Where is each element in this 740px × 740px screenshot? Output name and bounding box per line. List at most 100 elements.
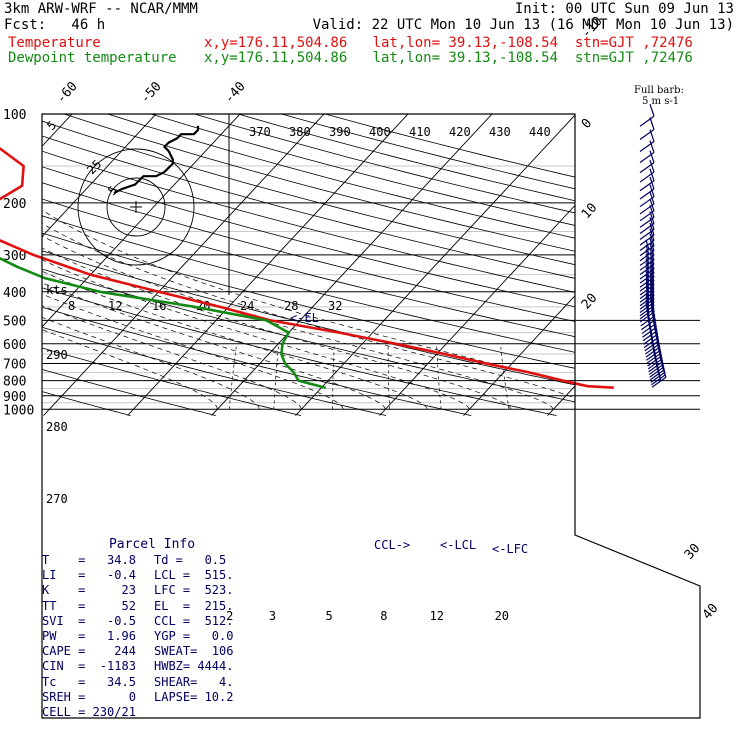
theta-label: 430	[489, 125, 511, 139]
valid-time: Valid: 22 UTC Mon 10 Jun 13 (16 MDT Mon …	[312, 17, 734, 33]
dry-adiabat-line	[42, 114, 740, 416]
isotherm-label: -40	[222, 79, 249, 106]
parcel-info-panel: Parcel Info T = 34.8 Td = 0.5 LI = -0.4 LC…	[42, 537, 242, 720]
isotherm-label: 0	[579, 116, 595, 132]
wind-barb	[644, 343, 660, 355]
wind-barb-flag	[649, 265, 655, 278]
isotherm-label: 10	[579, 200, 601, 222]
isotherm-line	[295, 114, 589, 416]
wind-barb-flag	[649, 140, 655, 153]
hodograph-trace	[113, 125, 200, 194]
wind-barb-flag	[649, 228, 655, 241]
isotherm-line	[379, 114, 673, 416]
wind-barb-flag	[645, 278, 650, 290]
wind-barb-flag	[645, 299, 650, 310]
barb-legend-units: 5 m s-1	[642, 96, 679, 107]
wind-barb-flag	[649, 256, 655, 270]
wind-barb-flag	[645, 274, 650, 286]
wind-barb	[640, 319, 656, 331]
mixing-ratio-label: 5	[325, 609, 332, 623]
wind-barb	[651, 374, 666, 386]
mixing-ratio-line	[500, 343, 510, 410]
parcel-info-row: K = 23 LFC = 523.	[42, 583, 234, 598]
wind-barb-flag	[645, 289, 650, 300]
moist-adiabat-line	[42, 202, 512, 410]
wind-barb	[639, 115, 655, 127]
theta-label: 290	[46, 348, 68, 362]
parcel-info-row: LI = -0.4 LCL = 515.	[42, 568, 234, 583]
isotherm-label: -60	[54, 79, 81, 106]
dewpoint-legend-info: x,y=176.11,504.86 lat,lon= 39.13,-108.54…	[204, 50, 693, 66]
parcel-level-marker: <-LFC	[492, 542, 528, 556]
mixing-ratio-line	[273, 343, 280, 410]
theta-label: 280	[46, 420, 68, 434]
parcel-info-row: SREH = 0 LAPSE= 10.2	[42, 689, 234, 704]
wind-barb	[639, 216, 655, 228]
pressure-tick-label: 900	[3, 390, 26, 405]
wind-barb	[649, 369, 665, 381]
parcel-info-row: PW = 1.96 YGP = 0.0	[42, 628, 234, 643]
wind-barb-flag	[649, 191, 655, 205]
init-time: Init: 00 UTC Sun 09 Jun 13	[514, 1, 734, 17]
isotherm-label: 30	[682, 541, 704, 563]
wind-barb-flag	[649, 222, 655, 236]
dry-adiabat-line	[42, 114, 387, 416]
dry-adiabat-line	[42, 114, 740, 416]
pressure-tick-label: 600	[3, 338, 26, 353]
wind-barb-flag	[645, 305, 650, 317]
dry-adiabat-line	[42, 114, 740, 416]
isotherm-line	[715, 114, 740, 416]
isotherm-line	[43, 114, 337, 416]
wind-barb-flag	[645, 282, 650, 293]
dry-adiabat-line	[281, 114, 740, 416]
hodograph-speed-label: 32	[328, 299, 342, 313]
dry-adiabat-line	[42, 114, 131, 416]
wind-barb-flag	[649, 198, 655, 212]
wind-barb-flag	[661, 365, 667, 378]
pressure-tick-label: 1000	[3, 403, 34, 418]
wind-barb-flag	[649, 296, 655, 310]
wind-barb-flag	[645, 254, 650, 265]
mixing-ratio-label: 3	[269, 609, 276, 623]
wind-barb	[647, 355, 662, 367]
isotherm-line	[42, 114, 169, 416]
wind-barb	[643, 333, 658, 345]
wind-barb-flag	[649, 217, 655, 230]
parcel-info-row: Tc = 34.5 SHEAR= 4.	[42, 674, 234, 689]
model-title: 3km ARW-WRF -- NCAR/MMM	[4, 1, 198, 17]
parcel-info-title: Parcel Info	[108, 537, 196, 552]
wind-barb-flag	[649, 238, 655, 251]
dry-adiabat-line	[42, 114, 740, 416]
temperature-profile-line	[0, 146, 614, 389]
wind-barb	[646, 349, 661, 361]
pressure-tick-label: 800	[3, 375, 26, 390]
wind-barb-flag	[649, 211, 655, 224]
theta-label: 370	[249, 125, 271, 139]
wind-barb-flag	[649, 150, 655, 163]
moist-adiabat-line	[42, 202, 596, 410]
wind-barb	[639, 129, 655, 140]
wind-barb-flag	[649, 184, 655, 197]
pressure-tick-label: 100	[3, 108, 26, 123]
wind-barb-flag	[649, 252, 655, 265]
theta-label: 390	[329, 125, 351, 139]
wind-barb-flag	[649, 104, 655, 117]
isotherm-line	[42, 114, 253, 416]
isotherm-line	[211, 114, 505, 416]
dry-adiabat-line	[42, 114, 740, 416]
dry-adiabat-line	[64, 114, 740, 416]
temperature-legend-label: Temperature	[8, 35, 101, 51]
wind-barb-flag	[645, 296, 650, 307]
dry-adiabat-line	[42, 114, 740, 416]
wind-barb	[639, 223, 655, 235]
hodograph-units-label: kts	[46, 283, 68, 297]
wind-barb	[643, 337, 659, 349]
wind-barb-flag	[649, 290, 655, 303]
wind-barb	[647, 358, 663, 370]
wind-barb	[651, 376, 667, 388]
chart-frame	[41, 113, 701, 719]
wind-barb	[639, 141, 655, 153]
parcel-level-marker: <-LCL	[440, 538, 476, 552]
mixing-ratio-line	[332, 343, 335, 410]
